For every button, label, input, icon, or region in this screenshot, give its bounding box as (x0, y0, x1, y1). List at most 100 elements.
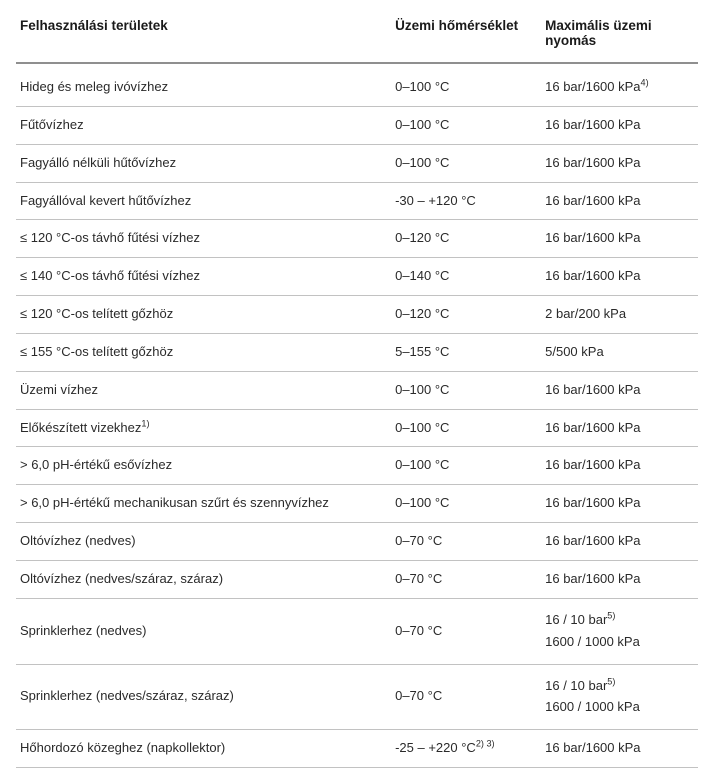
cell-temperature: 0–100 °C (391, 371, 541, 409)
pressure-text: 16 bar/1600 kPa (545, 79, 640, 94)
cell-pressure: 16 bar/1600 kPa (541, 730, 698, 768)
table-row: ≤ 120 °C-os telített gőzhöz 0–120 °C 2 bar… (16, 296, 698, 334)
cell-application: Oltóvízhez (nedves) (16, 523, 391, 561)
cell-temperature: 0–120 °C (391, 220, 541, 258)
cell-temperature: 0–100 °C (391, 485, 541, 523)
cell-pressure: 5/500 kPa (541, 333, 698, 371)
cell-application: Sprinklerhez (nedves) (16, 598, 391, 664)
pressure-line1-text: 16 / 10 bar (545, 612, 607, 627)
application-text: Fagyállóval kevert hűtővízhez (20, 193, 191, 208)
application-footnote: 1) (141, 418, 149, 428)
table-row: > 6,0 pH-értékű esővízhez 0–100 °C 16 bar/… (16, 447, 698, 485)
temperature-text: 0–100 °C (395, 495, 449, 510)
table-row: Sprinklerhez (nedves/száraz, száraz)0–70… (16, 664, 698, 730)
application-text: ≤ 120 °C-os távhő fűtési vízhez (20, 230, 200, 245)
pressure-text: 16 bar/1600 kPa (545, 457, 640, 472)
pressure-line1-text: 16 / 10 bar (545, 678, 607, 693)
application-text: Oltóvízhez (nedves/száraz, száraz) (20, 571, 223, 586)
table-row: Előkészített vizekhez1)0–100 °C16 bar/16… (16, 409, 698, 447)
cell-temperature: 5–155 °C (391, 333, 541, 371)
cell-temperature: 0–70 °C (391, 560, 541, 598)
cell-temperature: 0–140 °C (391, 258, 541, 296)
cell-pressure: 16 bar/1600 kPa4) (541, 63, 698, 106)
cell-application: Hideg és meleg ivóvízhez (16, 63, 391, 106)
cell-temperature: 0–70 °C (391, 523, 541, 561)
table-header-row: Felhasználási területek Üzemi hőmérsékle… (16, 8, 698, 63)
cell-application: Oltóvízhez (nedves/száraz, száraz) (16, 560, 391, 598)
cell-pressure: 16 bar/1600 kPa (541, 144, 698, 182)
cell-pressure: 16 / 10 bar5)1600 / 1000 kPa (541, 598, 698, 664)
temperature-text: 0–100 °C (395, 117, 449, 132)
temperature-text: -30 – +120 °C (395, 193, 476, 208)
cell-temperature: 0–100 °C (391, 409, 541, 447)
table-row: Oltóvízhez (nedves)0–70 °C16 bar/1600 kP… (16, 523, 698, 561)
cell-temperature: 0–100 °C (391, 106, 541, 144)
cell-pressure: 16 bar/1600 kPa (541, 182, 698, 220)
application-text: Előkészített vizekhez (20, 420, 141, 435)
application-text: ≤ 120 °C-os telített gőzhöz (20, 306, 173, 321)
pressure-text: 16 bar/1600 kPa (545, 740, 640, 755)
cell-application: > 6,0 pH-értékű esővízhez (16, 447, 391, 485)
cell-application: Sprinklerhez (nedves/száraz, száraz) (16, 664, 391, 730)
cell-temperature: -25 – +220 °C2) 3) (391, 730, 541, 768)
header-pressure: Maximális üzemi nyomás (541, 8, 698, 63)
pressure-text: 16 bar/1600 kPa (545, 193, 640, 208)
cell-pressure: 16 bar/1600 kPa (541, 523, 698, 561)
cell-application: > 6,0 pH-értékű mechanikusan szűrt és sz… (16, 485, 391, 523)
cell-pressure: 16 bar/1600 kPa (541, 371, 698, 409)
pressure-line1-footnote: 5) (607, 676, 615, 686)
table-row: Fagyálló nélküli hűtővízhez 0–100 °C 16 ba… (16, 144, 698, 182)
cell-application: Előkészített vizekhez1) (16, 409, 391, 447)
application-text: Sprinklerhez (nedves/száraz, száraz) (20, 688, 234, 703)
cell-application: Fűtővízhez (16, 106, 391, 144)
header-application: Felhasználási területek (16, 8, 391, 63)
specifications-table: Felhasználási területek Üzemi hőmérsékle… (16, 8, 698, 768)
application-text: Hőhordozó közeghez (napkollektor) (20, 740, 225, 755)
pressure-line1: 16 / 10 bar5) (545, 611, 694, 630)
temperature-text: 0–100 °C (395, 457, 449, 472)
cell-pressure: 16 bar/1600 kPa (541, 485, 698, 523)
temperature-text: 0–70 °C (395, 623, 442, 638)
cell-temperature: 0–100 °C (391, 144, 541, 182)
pressure-text: 16 bar/1600 kPa (545, 495, 640, 510)
application-text: Hideg és meleg ivóvízhez (20, 79, 168, 94)
temperature-footnote: 2) 3) (476, 739, 495, 749)
temperature-text: 0–100 °C (395, 79, 449, 94)
pressure-text: 16 bar/1600 kPa (545, 571, 640, 586)
pressure-line1: 16 / 10 bar5) (545, 677, 694, 696)
cell-application: Fagyálló nélküli hűtővízhez (16, 144, 391, 182)
cell-pressure: 16 bar/1600 kPa (541, 409, 698, 447)
temperature-text: 5–155 °C (395, 344, 449, 359)
cell-application: Fagyállóval kevert hűtővízhez (16, 182, 391, 220)
temperature-text: 0–140 °C (395, 268, 449, 283)
cell-pressure: 2 bar/200 kPa (541, 296, 698, 334)
table-row: Sprinklerhez (nedves) 0–70 °C 16 / 10 bar5… (16, 598, 698, 664)
table-row: Hideg és meleg ivóvízhez 0–100 °C 16 bar/1… (16, 63, 698, 106)
table-row: ≤ 140 °C-os távhő fűtési vízhez0–140 °C1… (16, 258, 698, 296)
cell-pressure: 16 bar/1600 kPa (541, 220, 698, 258)
cell-temperature: 0–100 °C (391, 447, 541, 485)
pressure-text: 16 bar/1600 kPa (545, 382, 640, 397)
pressure-text: 5/500 kPa (545, 344, 604, 359)
pressure-text: 16 bar/1600 kPa (545, 155, 640, 170)
cell-temperature: 0–120 °C (391, 296, 541, 334)
cell-pressure: 16 / 10 bar5)1600 / 1000 kPa (541, 664, 698, 730)
cell-pressure: 16 bar/1600 kPa (541, 106, 698, 144)
temperature-text: 0–100 °C (395, 155, 449, 170)
cell-application: Üzemi vízhez (16, 371, 391, 409)
table-row: Fagyállóval kevert hűtővízhez -30 – +120 … (16, 182, 698, 220)
application-text: > 6,0 pH-értékű esővízhez (20, 457, 172, 472)
table-row: Üzemi vízhez 0–100 °C 16 bar/1600 kPa (16, 371, 698, 409)
temperature-text: -25 – +220 °C (395, 740, 476, 755)
application-text: ≤ 155 °C-os telített gőzhöz (20, 344, 173, 359)
application-text: Üzemi vízhez (20, 382, 98, 397)
table-body: Hideg és meleg ivóvízhez0–100 °C16 bar/1… (16, 63, 698, 768)
cell-temperature: 0–70 °C (391, 598, 541, 664)
application-text: Sprinklerhez (nedves) (20, 623, 146, 638)
temperature-text: 0–70 °C (395, 571, 442, 586)
application-text: Fűtővízhez (20, 117, 84, 132)
temperature-text: 0–100 °C (395, 382, 449, 397)
cell-application: ≤ 140 °C-os távhő fűtési vízhez (16, 258, 391, 296)
cell-application: ≤ 120 °C-os távhő fűtési vízhez (16, 220, 391, 258)
pressure-text: 2 bar/200 kPa (545, 306, 626, 321)
